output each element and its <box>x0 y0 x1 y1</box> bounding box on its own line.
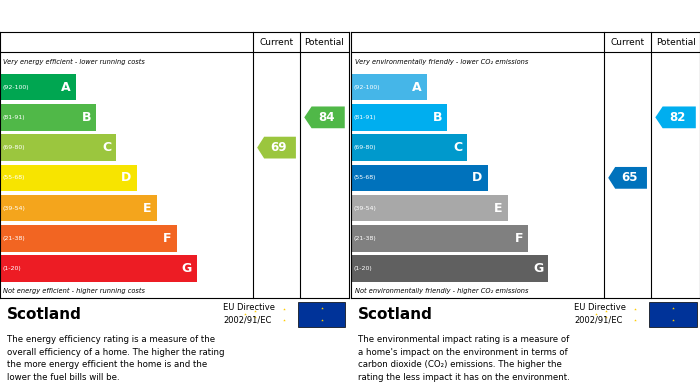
Text: EU Directive
2002/91/EC: EU Directive 2002/91/EC <box>575 303 626 324</box>
Polygon shape <box>608 167 647 189</box>
Polygon shape <box>655 106 696 128</box>
Bar <box>351 134 468 161</box>
Text: (92-100): (92-100) <box>354 84 381 90</box>
Text: Current: Current <box>610 38 645 47</box>
Bar <box>351 165 488 191</box>
Text: G: G <box>533 262 543 275</box>
Text: The environmental impact rating is a measure of
a home's impact on the environme: The environmental impact rating is a mea… <box>358 335 570 382</box>
Text: (55-68): (55-68) <box>354 175 377 180</box>
Text: E: E <box>494 202 503 215</box>
Bar <box>351 225 528 252</box>
Text: Not energy efficient - higher running costs: Not energy efficient - higher running co… <box>4 288 146 294</box>
Bar <box>351 74 427 100</box>
Polygon shape <box>304 106 345 128</box>
Bar <box>0 165 136 191</box>
Polygon shape <box>257 137 296 158</box>
Text: Energy Efficiency Rating: Energy Efficiency Rating <box>5 9 168 23</box>
Text: Potential: Potential <box>304 38 344 47</box>
Text: G: G <box>182 262 192 275</box>
Text: E: E <box>143 202 152 215</box>
Text: (69-80): (69-80) <box>3 145 25 150</box>
Text: (21-38): (21-38) <box>3 236 25 241</box>
Text: (92-100): (92-100) <box>3 84 29 90</box>
Text: (1-20): (1-20) <box>3 266 22 271</box>
Text: C: C <box>102 141 111 154</box>
Text: Scotland: Scotland <box>7 307 82 322</box>
Bar <box>0 195 157 221</box>
Text: (55-68): (55-68) <box>3 175 25 180</box>
Bar <box>0 225 177 252</box>
Text: F: F <box>514 232 523 245</box>
Bar <box>0 255 197 282</box>
Text: (81-91): (81-91) <box>354 115 377 120</box>
Text: 84: 84 <box>318 111 335 124</box>
Text: F: F <box>163 232 172 245</box>
Text: A: A <box>412 81 421 93</box>
Text: B: B <box>81 111 91 124</box>
Text: Current: Current <box>260 38 293 47</box>
Text: (39-54): (39-54) <box>354 206 377 211</box>
Text: D: D <box>121 171 132 184</box>
Text: C: C <box>453 141 462 154</box>
Bar <box>351 104 447 131</box>
Text: Environmental Impact (CO₂) Rating: Environmental Impact (CO₂) Rating <box>356 9 589 23</box>
Text: Potential: Potential <box>656 38 696 47</box>
Text: EU Directive
2002/91/EC: EU Directive 2002/91/EC <box>223 303 275 324</box>
Text: Scotland: Scotland <box>358 307 433 322</box>
Text: Very environmentally friendly - lower CO₂ emissions: Very environmentally friendly - lower CO… <box>354 59 528 65</box>
Bar <box>351 195 508 221</box>
Bar <box>0 104 96 131</box>
Bar <box>298 301 346 327</box>
Text: B: B <box>433 111 442 124</box>
Bar <box>0 74 76 100</box>
Text: (81-91): (81-91) <box>3 115 25 120</box>
Text: 82: 82 <box>670 111 686 124</box>
Text: Very energy efficient - lower running costs: Very energy efficient - lower running co… <box>4 59 146 65</box>
Bar <box>0 134 116 161</box>
Text: (1-20): (1-20) <box>354 266 372 271</box>
Text: 65: 65 <box>622 171 638 184</box>
Text: 69: 69 <box>270 141 287 154</box>
Text: (21-38): (21-38) <box>354 236 377 241</box>
Text: (39-54): (39-54) <box>3 206 26 211</box>
Bar <box>650 301 696 327</box>
Text: A: A <box>61 81 71 93</box>
Text: Not environmentally friendly - higher CO₂ emissions: Not environmentally friendly - higher CO… <box>354 288 528 294</box>
Text: The energy efficiency rating is a measure of the
overall efficiency of a home. T: The energy efficiency rating is a measur… <box>7 335 225 382</box>
Text: D: D <box>473 171 482 184</box>
Bar <box>351 255 548 282</box>
Text: (69-80): (69-80) <box>354 145 377 150</box>
